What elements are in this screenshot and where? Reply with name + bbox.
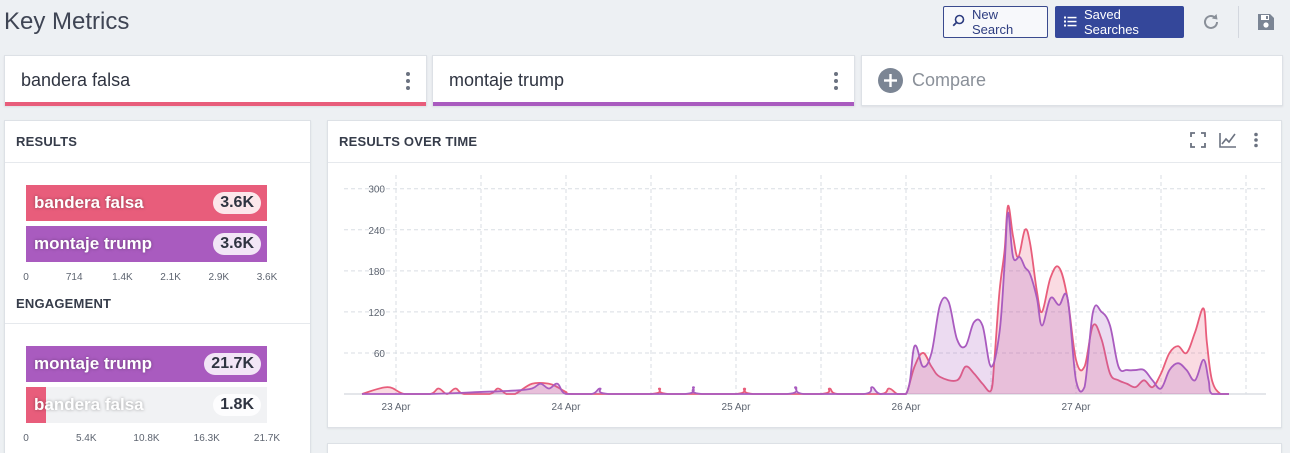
x-tick-label: 26 Apr [892,402,922,413]
axis-tick-label: 0 [23,433,29,444]
engagement-bar-fill [26,387,46,423]
series-area [362,212,1229,394]
divider [328,162,1281,163]
x-tick-label: 24 Apr [552,402,582,413]
divider [5,162,310,163]
refresh-icon[interactable] [1199,10,1223,34]
query-label: montaje trump [449,70,565,90]
save-icon[interactable] [1254,10,1278,34]
more-vert-icon[interactable] [1246,130,1266,150]
query-card-1[interactable]: bandera falsa [4,55,427,106]
query-label: bandera falsa [21,70,131,90]
list-icon [1064,15,1077,30]
engagement-bar-row[interactable]: montaje trump 21.7K [26,346,267,382]
axis-tick-label: 16.3K [193,433,220,444]
y-tick-label: 120 [368,308,385,319]
y-tick-label: 60 [374,349,386,360]
bar-label: bandera falsa [34,193,144,212]
axis-tick-label: 2.1K [160,272,181,283]
bar-value-badge: 3.6K [213,192,261,214]
axis-tick-label: 5.4K [75,433,97,444]
bar-value-badge: 21.7K [204,353,261,375]
new-search-label: New Search [972,7,1014,37]
query-color-underline [433,102,854,106]
line-chart-icon[interactable] [1218,130,1238,150]
search-icon [952,14,965,30]
results-title: RESULTS [16,134,78,149]
results-bar-row[interactable]: montaje trump 3.6K [26,226,267,262]
engagement-bar-row[interactable]: bandera falsa 1.8K [26,387,267,423]
axis-tick-label: 3.6K [256,272,278,283]
compare-label: Compare [912,70,987,90]
bar-value-badge: 1.8K [213,394,261,416]
plus-icon [878,68,903,93]
bar-label: montaje trump [34,354,153,373]
series-line [362,211,1229,395]
new-search-button[interactable]: New Search [943,6,1048,38]
axis-tick-label: 0 [23,272,29,283]
x-tick-label: 25 Apr [722,402,752,413]
saved-searches-button[interactable]: Saved Searches [1055,6,1184,38]
next-panel [327,443,1282,453]
page-title: Key Metrics [4,8,130,35]
x-tick-label: 23 Apr [382,402,412,413]
y-tick-label: 180 [368,267,385,278]
x-tick-label: 27 Apr [1062,402,1092,413]
bar-label: montaje trump [34,234,153,253]
series-line [361,204,1229,395]
saved-searches-label: Saved Searches [1084,7,1139,37]
query-card-2[interactable]: montaje trump [432,55,855,106]
query-color-underline [5,102,426,106]
y-tick-label: 300 [368,185,385,196]
axis-tick-label: 21.7K [253,433,281,444]
more-vert-icon[interactable] [400,69,416,93]
engagement-title: ENGAGEMENT [16,296,112,311]
axis-tick-label: 714 [65,272,83,283]
y-tick-label: 240 [368,226,385,237]
bar-value-badge: 3.6K [213,233,261,255]
divider [5,323,310,324]
compare-card[interactable]: Compare [861,55,1283,106]
bar-label: bandera falsa [34,395,144,414]
results-bar-row[interactable]: bandera falsa 3.6K [26,185,267,221]
results-over-time-chart: 60 120 180 240 300 23 Apr 24 Apr 25 Apr 26 Apr 27… [344,175,1266,413]
axis-tick-label: 2.9K [208,272,230,283]
axis-tick-label: 10.8K [133,433,160,444]
more-vert-icon[interactable] [828,69,844,93]
fullscreen-icon[interactable] [1188,130,1208,150]
results-over-time-panel: RESULTS OVER TIME 60 120 180 240 300 23 Apr 24… [327,120,1282,428]
results-panel: RESULTS bandera falsa 3.6K montaje trump… [4,120,311,453]
header-divider [1238,6,1239,38]
results-over-time-title: RESULTS OVER TIME [339,134,478,149]
axis-tick-label: 1.4K [112,272,133,283]
